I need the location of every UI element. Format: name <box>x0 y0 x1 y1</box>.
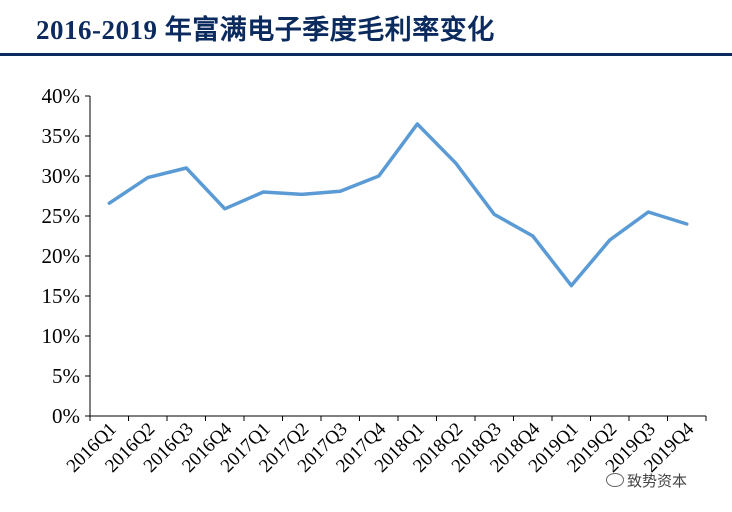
page-title: 2016-2019 年富满电子季度毛利率变化 <box>36 15 495 45</box>
series-line <box>107 122 689 288</box>
title-underline <box>0 53 732 56</box>
watermark: 致势资本 <box>606 470 687 491</box>
wechat-icon <box>606 473 624 487</box>
watermark-text: 致势资本 <box>627 472 688 490</box>
y-axis: 0% 5% 10% 15% 20% 25% 30% 35% 40% <box>42 84 91 428</box>
y-tick-label: 10% <box>42 324 81 348</box>
y-tick-label: 20% <box>42 244 81 268</box>
x-axis: 2016Q12016Q22016Q32016Q42017Q12017Q22017… <box>63 415 707 477</box>
plot-area <box>107 122 689 288</box>
y-tick-label: 0% <box>52 404 80 428</box>
y-tick-label: 40% <box>42 84 81 108</box>
y-tick-label: 25% <box>42 204 81 228</box>
y-tick-label: 30% <box>42 164 81 188</box>
y-tick-label: 15% <box>42 284 81 308</box>
y-tick-label: 5% <box>52 364 80 388</box>
y-tick-label: 35% <box>42 124 81 148</box>
